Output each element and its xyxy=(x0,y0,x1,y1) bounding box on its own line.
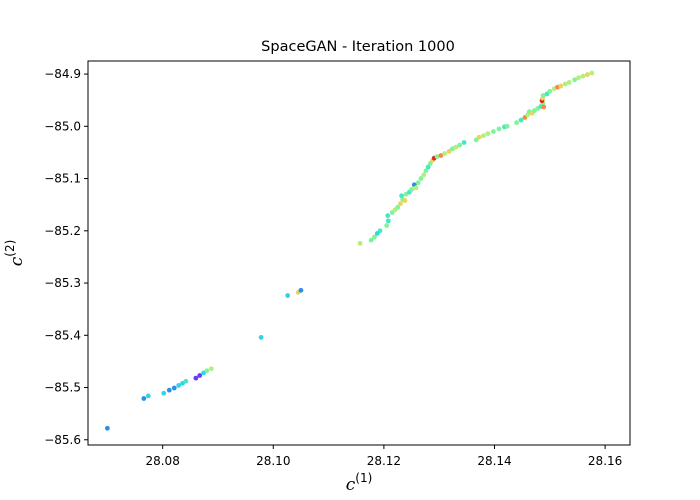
y-tick-label: −85.6 xyxy=(44,433,81,447)
scatter-point xyxy=(409,187,414,192)
scatter-point xyxy=(357,240,363,246)
scatter-point xyxy=(514,120,520,126)
y-tick-label: −85.3 xyxy=(44,276,81,290)
scatter-point xyxy=(558,83,564,89)
scatter-point xyxy=(518,117,524,123)
scatter-point xyxy=(540,93,546,98)
scatter-point xyxy=(141,396,147,401)
chart-title: SpaceGAN - Iteration 1000 xyxy=(261,39,455,55)
y-axis-label-base: c xyxy=(7,256,27,266)
y-tick-label: −85.2 xyxy=(44,224,81,238)
scatter-point xyxy=(461,140,467,145)
plot-area xyxy=(87,60,631,446)
scatter-point xyxy=(476,134,482,140)
scatter-point xyxy=(496,126,502,132)
y-tick-label: −85.5 xyxy=(44,381,81,395)
scatter-point xyxy=(193,375,199,381)
y-tick-label: −84.9 xyxy=(44,67,81,81)
scatter-point xyxy=(425,164,431,170)
scatter-point xyxy=(541,104,547,110)
scatter-point xyxy=(104,425,110,431)
scatter-point xyxy=(453,144,459,150)
scatter-point xyxy=(208,366,214,372)
scatter-point xyxy=(566,80,572,85)
scatter-point xyxy=(421,172,427,178)
scatter-point xyxy=(589,70,595,76)
y-axis-label-sup: (2) xyxy=(3,240,17,257)
y-tick-label: −85.0 xyxy=(44,119,81,133)
scatter-point xyxy=(285,293,291,298)
scatter-point xyxy=(413,185,419,191)
scatter-point xyxy=(585,72,590,77)
scatter-point xyxy=(166,387,172,393)
x-tick-label: 28.10 xyxy=(256,454,290,468)
x-axis-label-sup: (1) xyxy=(355,471,372,485)
scatter-point xyxy=(161,390,167,396)
scatter-point xyxy=(204,368,210,374)
scatter-point xyxy=(446,148,452,154)
scatter-point xyxy=(481,133,486,139)
scatter-point xyxy=(377,228,383,234)
y-axis-label: c(2) xyxy=(3,240,27,267)
scatter-point xyxy=(457,142,463,148)
scatter-point xyxy=(298,287,304,293)
y-axis-ticks: −84.9 −85.0 −85.1 −85.2 −85.3 −85.4 −85.5 −85.6 xyxy=(44,67,88,447)
scatter-point xyxy=(490,129,496,134)
scatter-point xyxy=(580,73,586,79)
x-tick-label: 28.08 xyxy=(145,454,179,468)
scatter-point xyxy=(171,385,177,391)
x-axis-ticks: 28.08 28.10 28.12 28.14 28.16 xyxy=(145,445,622,468)
scatter-point xyxy=(547,88,553,94)
plot-frame xyxy=(87,60,631,446)
scatter-point xyxy=(434,154,440,160)
scatter-point xyxy=(442,151,448,156)
scatter-point xyxy=(399,193,404,199)
x-tick-label: 28.14 xyxy=(477,454,511,468)
scatter-point xyxy=(415,180,421,186)
scatter-point xyxy=(576,75,581,81)
scatter-point xyxy=(572,77,578,83)
scatter-point xyxy=(384,223,390,228)
x-tick-label: 28.16 xyxy=(588,454,622,468)
scatter-point xyxy=(398,201,403,207)
scatter-point xyxy=(418,176,424,181)
scatter-point xyxy=(395,204,401,210)
x-tick-label: 28.12 xyxy=(367,454,401,468)
scatter-point xyxy=(145,393,151,399)
scatter-point xyxy=(385,218,391,224)
scatter-point xyxy=(183,378,189,384)
x-axis-label-base: c xyxy=(346,475,356,495)
y-tick-label: −85.4 xyxy=(44,328,81,342)
scatter-point xyxy=(372,234,377,240)
scatter-point xyxy=(258,334,264,340)
scatter-point xyxy=(423,168,429,174)
scatter-point xyxy=(438,153,444,158)
points-layer xyxy=(104,70,595,431)
scatter-point xyxy=(402,198,408,203)
y-tick-label: −85.1 xyxy=(44,172,81,186)
scatter-point xyxy=(197,373,203,378)
scatter-point xyxy=(562,81,568,87)
scatter-point xyxy=(485,131,491,137)
scatter-point xyxy=(385,213,391,219)
x-axis-label: c(1) xyxy=(346,471,373,495)
scatter-point xyxy=(504,123,510,129)
scatter-point xyxy=(368,237,374,243)
scatter-point xyxy=(176,383,182,388)
